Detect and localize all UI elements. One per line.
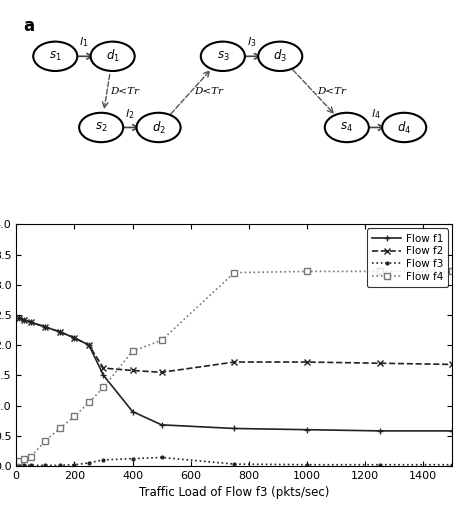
Flow f2	[231, 359, 237, 365]
Flow f1	[16, 315, 22, 321]
Text: $l_1$: $l_1$	[79, 36, 88, 50]
Flow f2	[21, 317, 26, 323]
Text: $l_2$: $l_2$	[125, 107, 134, 121]
Flow f1	[28, 319, 33, 325]
Flow f2	[449, 361, 454, 368]
Flow f1	[71, 335, 77, 341]
Flow f3	[71, 462, 77, 468]
Text: D<Tr: D<Tr	[110, 88, 139, 96]
Text: $l_3$: $l_3$	[246, 36, 256, 50]
Flow f1	[43, 324, 48, 330]
Ellipse shape	[136, 113, 180, 142]
Flow f3	[21, 462, 26, 468]
X-axis label: Traffic Load of Flow f3 (pkts/sec): Traffic Load of Flow f3 (pkts/sec)	[139, 486, 329, 499]
Flow f1	[231, 425, 237, 432]
Flow f1	[304, 426, 309, 433]
Flow f3	[28, 462, 33, 468]
Flow f4	[57, 425, 63, 432]
Flow f2	[57, 329, 63, 335]
Text: $s_2$: $s_2$	[95, 121, 107, 134]
Flow f4	[158, 337, 164, 344]
Text: D<Tr: D<Tr	[194, 88, 223, 96]
Line: Flow f3: Flow f3	[16, 455, 454, 468]
Flow f1	[449, 428, 454, 434]
Flow f1	[100, 372, 106, 378]
Flow f3	[86, 460, 92, 466]
Flow f1	[86, 342, 92, 348]
Flow f4	[231, 269, 237, 275]
Line: Flow f4: Flow f4	[16, 268, 455, 464]
Flow f3	[231, 461, 237, 467]
Flow f3	[43, 462, 48, 468]
Flow f3	[100, 457, 106, 463]
Flow f3	[130, 456, 135, 462]
Flow f4	[71, 413, 77, 419]
Text: $s_4$: $s_4$	[340, 121, 352, 134]
Flow f1	[57, 329, 63, 335]
Ellipse shape	[257, 41, 301, 71]
Flow f4	[21, 456, 26, 462]
Text: $d_1$: $d_1$	[106, 48, 119, 65]
Flow f3	[449, 462, 454, 468]
Flow f2	[86, 342, 92, 348]
Flow f3	[376, 462, 382, 468]
Flow f4	[449, 268, 454, 274]
Flow f3	[16, 462, 22, 468]
Flow f4	[130, 348, 135, 354]
Flow f2	[376, 360, 382, 366]
Flow f4	[16, 458, 22, 464]
Text: a: a	[23, 17, 34, 35]
Ellipse shape	[382, 113, 425, 142]
Text: $d_2$: $d_2$	[151, 119, 165, 136]
Flow f2	[71, 335, 77, 341]
Flow f2	[304, 359, 309, 365]
Flow f1	[376, 428, 382, 434]
Flow f4	[28, 454, 33, 460]
Flow f4	[43, 437, 48, 443]
Flow f1	[130, 409, 135, 415]
Flow f2	[28, 319, 33, 325]
Legend: Flow f1, Flow f2, Flow f3, Flow f4: Flow f1, Flow f2, Flow f3, Flow f4	[366, 228, 447, 287]
Text: $s_1$: $s_1$	[49, 50, 62, 63]
Flow f2	[100, 365, 106, 371]
Ellipse shape	[90, 41, 134, 71]
Text: $d_4$: $d_4$	[396, 119, 410, 136]
Text: $s_3$: $s_3$	[216, 50, 229, 63]
Ellipse shape	[324, 113, 368, 142]
Flow f2	[130, 368, 135, 374]
Line: Flow f1: Flow f1	[16, 314, 455, 434]
Flow f4	[86, 399, 92, 406]
Flow f1	[158, 422, 164, 428]
Ellipse shape	[33, 41, 77, 71]
Flow f3	[304, 462, 309, 468]
Flow f4	[100, 385, 106, 391]
Text: $l_4$: $l_4$	[370, 107, 380, 121]
Flow f2	[158, 369, 164, 375]
Text: D<Tr: D<Tr	[317, 88, 345, 96]
Line: Flow f2: Flow f2	[16, 314, 455, 376]
Flow f1	[21, 317, 26, 323]
Flow f2	[16, 315, 22, 321]
Flow f3	[158, 454, 164, 460]
Flow f3	[57, 462, 63, 468]
Ellipse shape	[79, 113, 123, 142]
Flow f2	[43, 324, 48, 330]
Flow f4	[376, 268, 382, 274]
Flow f4	[304, 268, 309, 274]
Text: $d_3$: $d_3$	[273, 48, 287, 65]
Ellipse shape	[200, 41, 244, 71]
